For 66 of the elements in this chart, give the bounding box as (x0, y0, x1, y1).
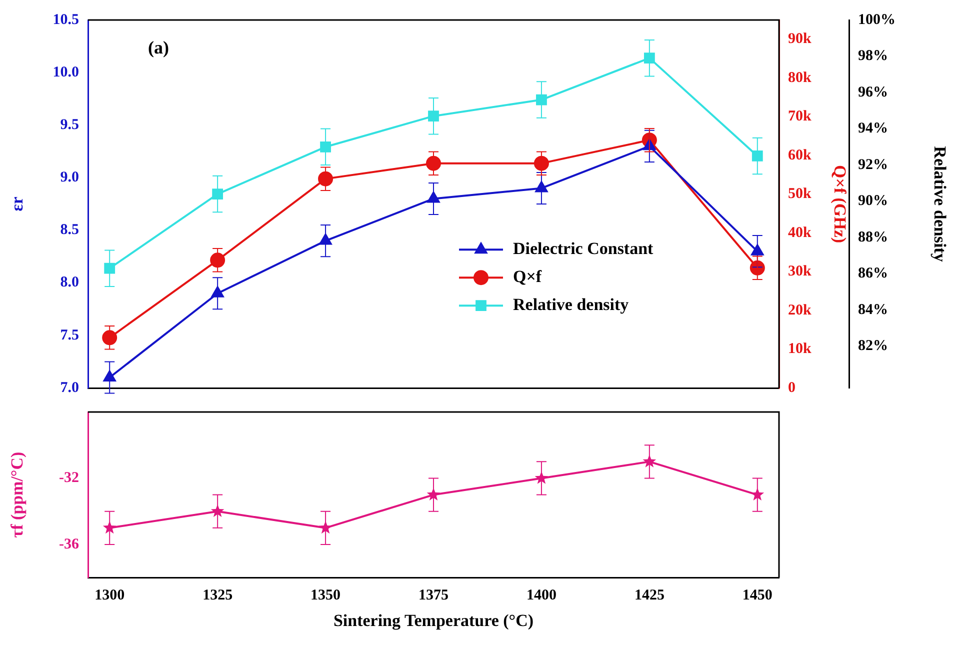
y3-tick-label: 96% (858, 84, 888, 100)
y-tick-label: 7.5 (60, 327, 79, 344)
point (320, 141, 331, 152)
y-axis-title: τf (ppm/°C) (8, 452, 27, 538)
point (750, 244, 764, 256)
point (318, 233, 332, 245)
y2-tick-label: 40k (788, 224, 812, 241)
y2-tick-label: 50k (788, 186, 812, 202)
point (102, 330, 118, 346)
y-tick-label: -32 (59, 470, 79, 486)
y3-tick-label: 86% (858, 266, 888, 282)
point (426, 488, 440, 500)
y3-tick-label: 82% (858, 338, 888, 354)
y2-tick-label: 60k (788, 147, 812, 164)
x-axis-title: Sintering Temperature (°C) (333, 611, 534, 630)
y2-tick-label: 80k (788, 70, 812, 86)
y-tick-label: 10.0 (52, 64, 79, 80)
point (102, 520, 116, 534)
x-tick-label: 1400 (526, 587, 556, 604)
y-tick-label: 7.0 (60, 380, 79, 396)
y-tick-label: 8.5 (60, 222, 79, 238)
y3-tick-label: 84% (858, 302, 888, 318)
y3-tick-label: 88% (858, 229, 888, 246)
y2-tick-label: 90k (788, 31, 812, 48)
y2-axis-title: Q×f (GHz) (830, 164, 850, 244)
legend-label: Q×f (513, 266, 542, 286)
y2-tick-label: 0 (788, 380, 796, 396)
point (211, 286, 224, 298)
x-tick-label: 1450 (742, 587, 772, 604)
point (212, 188, 224, 200)
x-tick-label: 1300 (94, 587, 125, 604)
y2-tick-label: 10k (788, 341, 812, 358)
y3-axis-title: Relative density (930, 146, 950, 262)
point (426, 156, 441, 171)
x-tick-label: 1350 (310, 587, 341, 604)
y-tick-label: -36 (59, 536, 80, 552)
y-tick-label: 8.0 (60, 274, 79, 291)
y-tick-label: 10.5 (52, 12, 79, 28)
point (210, 504, 224, 518)
y-tick-label: 9.5 (60, 117, 79, 134)
x-tick-label: 1425 (634, 587, 664, 604)
point (750, 488, 764, 500)
point (104, 262, 116, 274)
annotation: (a) (148, 38, 169, 58)
point (644, 52, 655, 64)
y3-tick-label: 92% (858, 156, 888, 173)
point (210, 252, 226, 268)
point (752, 150, 763, 162)
y3-tick-label: 100% (858, 12, 896, 28)
y3-tick-label: 98% (858, 48, 888, 64)
y2-tick-label: 70k (788, 108, 812, 125)
legend-label: Dielectric Constant (513, 238, 654, 258)
point (642, 454, 656, 468)
x-tick-label: 1375 (418, 587, 448, 604)
point (534, 156, 549, 171)
y2-tick-label: 30k (788, 264, 812, 280)
point (534, 471, 548, 484)
point (318, 171, 334, 186)
y-tick-label: 9.0 (60, 170, 79, 186)
y2-tick-label: 20k (788, 302, 812, 318)
x-tick-label: 1325 (202, 587, 233, 604)
y3-tick-label: 90% (858, 193, 888, 210)
point (428, 110, 439, 122)
legend-label: Relative density (513, 294, 630, 314)
y-axis-title: εr (8, 196, 27, 212)
y3-tick-label: 94% (858, 120, 888, 137)
